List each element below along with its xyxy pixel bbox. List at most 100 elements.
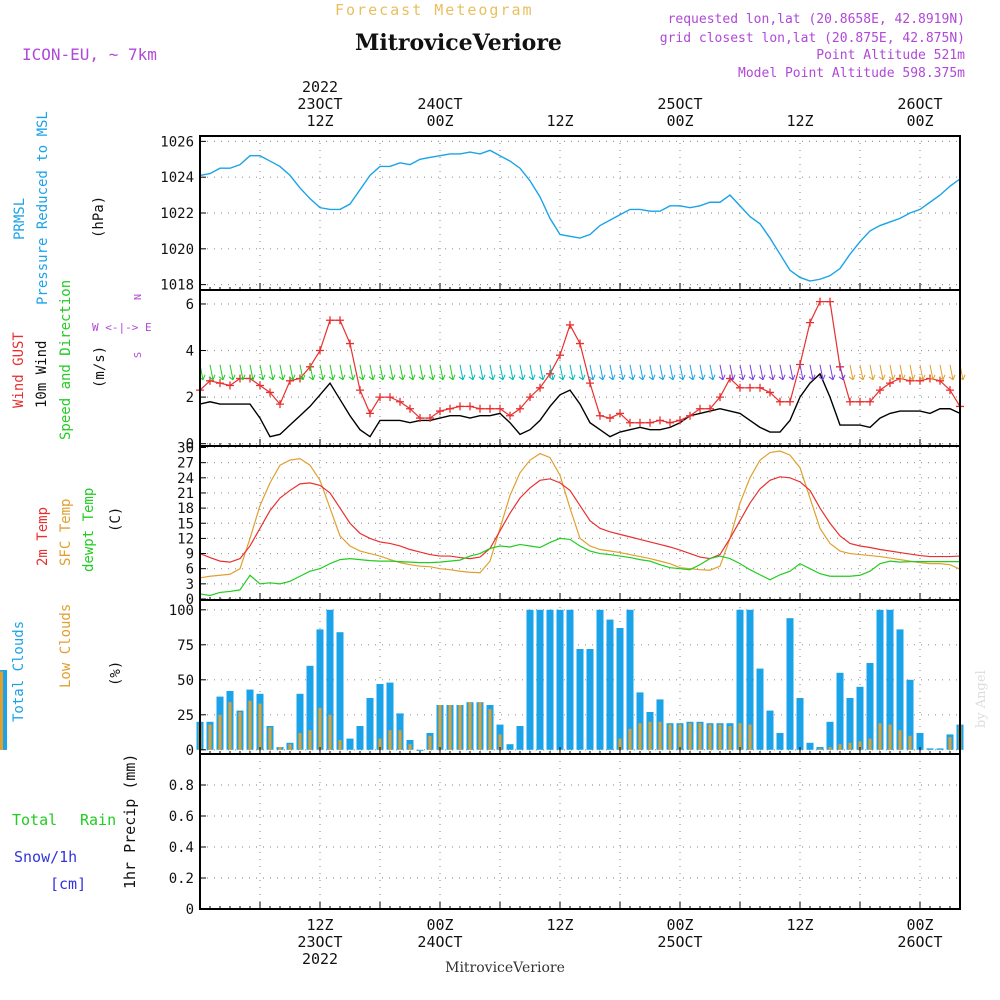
gust-point xyxy=(326,316,334,325)
total-cloud-bar xyxy=(916,733,924,750)
bottom-time-label: 12Z xyxy=(786,916,813,934)
wind-direction-arrow xyxy=(588,364,596,381)
wind-direction-arrow xyxy=(358,364,366,381)
gust-point xyxy=(436,407,444,416)
y-tick-label: 0 xyxy=(186,743,194,759)
low-cloud-bar xyxy=(218,714,222,750)
wind-direction-arrow xyxy=(728,364,736,381)
low-cloud-bar xyxy=(298,733,302,750)
gust-point xyxy=(766,388,774,397)
y-tick-label: 15 xyxy=(177,516,194,532)
low-cloud-bar xyxy=(448,705,452,750)
wind-direction-arrow xyxy=(888,364,896,381)
gust-point xyxy=(776,397,784,406)
total-cloud-bar xyxy=(876,609,884,750)
low-cloud-bar xyxy=(458,705,462,750)
gust-point xyxy=(876,386,884,395)
panel-frame xyxy=(199,753,961,910)
gust-point xyxy=(946,386,954,395)
gust-point xyxy=(446,404,454,413)
gust-point xyxy=(816,297,824,306)
low-cloud-bar xyxy=(848,742,852,750)
low-cloud-bar xyxy=(338,740,342,750)
top-time-label: 00Z xyxy=(906,112,933,130)
low-cloud-bar xyxy=(668,724,672,750)
y-tick-label: 0.4 xyxy=(169,840,194,856)
total-cloud-bar xyxy=(306,665,314,750)
gust-point xyxy=(396,397,404,406)
cloud-label-total: Total Clouds xyxy=(11,621,27,722)
total-cloud-bar xyxy=(416,749,424,751)
gust-point xyxy=(276,400,284,409)
total-cloud-bar xyxy=(776,733,784,750)
low-cloud-bar xyxy=(818,748,822,750)
total-cloud-bar xyxy=(586,649,594,750)
wind-direction-arrow xyxy=(328,364,336,381)
total-cloud-bar xyxy=(786,618,794,750)
gust-point xyxy=(686,411,694,420)
y-tick-label: 0.2 xyxy=(169,871,194,887)
gust-point xyxy=(496,404,504,413)
wind-direction-arrow xyxy=(708,364,716,381)
wind-direction-arrow xyxy=(768,364,776,381)
bottom-time-label: 23OCT xyxy=(297,933,342,951)
wind-direction-arrow xyxy=(338,364,346,381)
gust-point xyxy=(356,386,364,395)
wind-direction-arrow xyxy=(748,364,756,381)
data-layer xyxy=(0,149,966,751)
low-cloud-bar xyxy=(478,702,482,750)
y-tick-label: 50 xyxy=(177,673,194,689)
total-cloud-bar xyxy=(326,609,334,750)
cloud-labels: Total Clouds Low Clouds (%) xyxy=(11,604,124,722)
top-time-label: 24OCT xyxy=(417,95,462,113)
bottom-time-label: 00Z xyxy=(426,916,453,934)
y-tick-label: 21 xyxy=(177,486,194,502)
panel-frame xyxy=(199,135,961,291)
y-tick-label: 27 xyxy=(177,456,194,472)
y-tick-label: 1026 xyxy=(160,134,194,150)
temp-label-unit: (C) xyxy=(108,507,124,532)
temp-label-dewpt: dewpt Temp xyxy=(81,488,97,572)
gust-point xyxy=(316,346,324,355)
y-tick-label: 0.8 xyxy=(169,778,194,794)
wind-direction-arrow xyxy=(898,364,906,381)
wind-direction-arrow xyxy=(548,364,556,381)
gust-point xyxy=(756,383,764,392)
wind-direction-arrow xyxy=(468,364,476,381)
low-cloud-bar xyxy=(208,724,212,750)
wind-direction-arrow xyxy=(798,364,806,381)
gust-point xyxy=(466,402,474,411)
total-cloud-bar xyxy=(766,710,774,750)
wind-direction-arrow xyxy=(678,364,686,381)
wind-direction-arrow xyxy=(368,364,376,381)
wind-direction-arrow xyxy=(828,364,836,381)
low-cloud-bar xyxy=(638,723,642,750)
gust-point xyxy=(416,414,424,423)
footer-station: MitroviceVeriore xyxy=(445,960,565,976)
low-cloud-bar xyxy=(408,744,412,750)
wind-direction-arrow xyxy=(428,364,436,381)
wind-direction-arrow xyxy=(668,364,676,381)
low-cloud-bar xyxy=(658,721,662,750)
wind-direction-arrow xyxy=(618,364,626,381)
low-cloud-bar xyxy=(468,702,472,750)
low-cloud-bar xyxy=(288,744,292,750)
wind-direction-arrow xyxy=(608,364,616,381)
compass-n: N xyxy=(133,294,144,300)
gust-point xyxy=(626,418,634,427)
low-cloud-bar xyxy=(888,724,892,750)
wind-direction-arrow xyxy=(308,364,316,381)
y-tick-label: 1024 xyxy=(160,170,194,186)
total-cloud-bar xyxy=(566,609,574,750)
wind-direction-arrow xyxy=(278,364,286,381)
total-cloud-bar xyxy=(606,619,614,750)
total-cloud-bar xyxy=(626,609,634,750)
total-cloud-bar xyxy=(526,609,534,750)
wind-direction-arrow xyxy=(598,364,606,381)
frame-layer: 1018102010221024102602460369121518212427… xyxy=(160,78,961,968)
gust-point xyxy=(226,381,234,390)
top-time-label: 12Z xyxy=(786,112,813,130)
model-altitude: Model Point Altitude 598.375m xyxy=(738,66,965,81)
bottom-time-label: 12Z xyxy=(306,916,333,934)
low-cloud-bar xyxy=(688,723,692,750)
